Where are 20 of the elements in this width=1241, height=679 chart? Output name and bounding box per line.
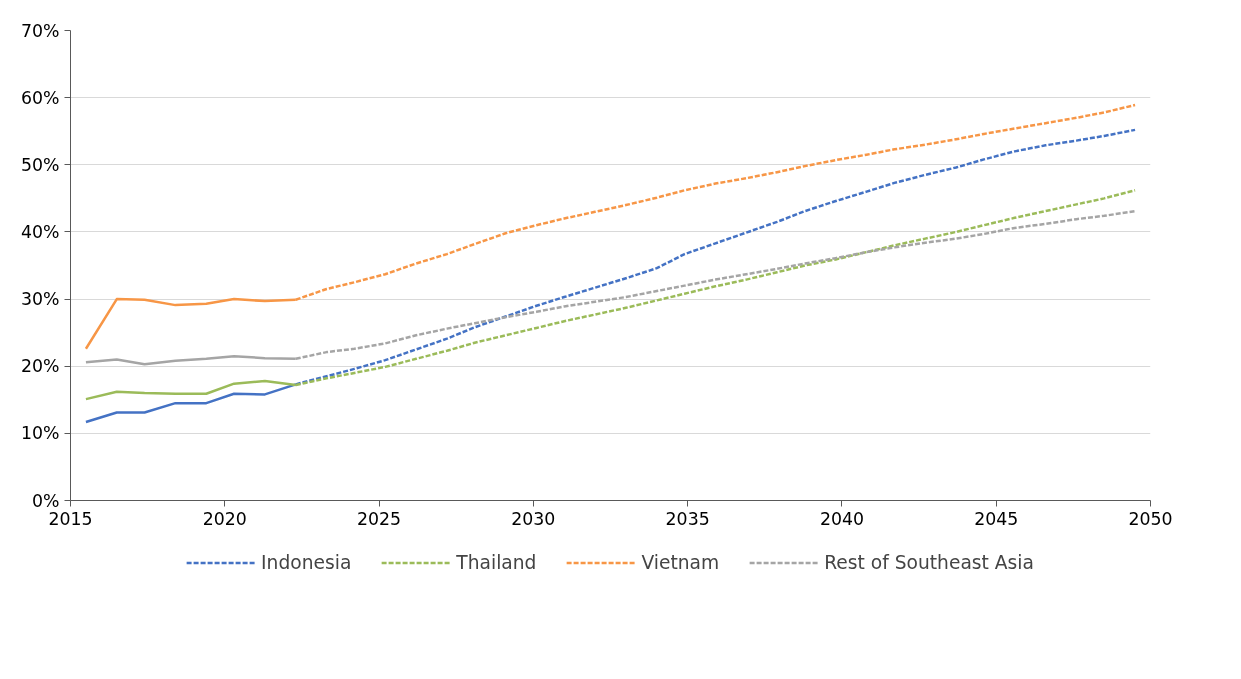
y-tick-label: 40% (20, 221, 60, 242)
y-tick-label: 60% (20, 87, 60, 108)
y-tick-label: 20% (20, 356, 60, 377)
y-tick-label: 10% (20, 423, 60, 444)
legend-label: Rest of Southeast Asia (824, 551, 1034, 573)
x-tick-label: 2050 (1128, 508, 1173, 529)
y-tick-label: 0% (32, 490, 60, 511)
x-tick-label: 2035 (665, 508, 710, 529)
x-tick-label: 2015 (48, 508, 93, 529)
y-tick-label: 70% (20, 20, 60, 41)
x-tick-label: 2020 (202, 508, 247, 529)
x-tick-label: 2045 (974, 508, 1019, 529)
legend-label: Vietnam (641, 551, 720, 573)
legend-label: Indonesia (261, 551, 352, 573)
x-tick-label: 2025 (357, 508, 402, 529)
x-tick-label: 2030 (511, 508, 556, 529)
y-tick-label: 50% (20, 154, 60, 175)
x-tick-label: 2040 (819, 508, 864, 529)
legend-label: Thailand (456, 551, 537, 573)
y-tick-label: 30% (20, 289, 60, 310)
